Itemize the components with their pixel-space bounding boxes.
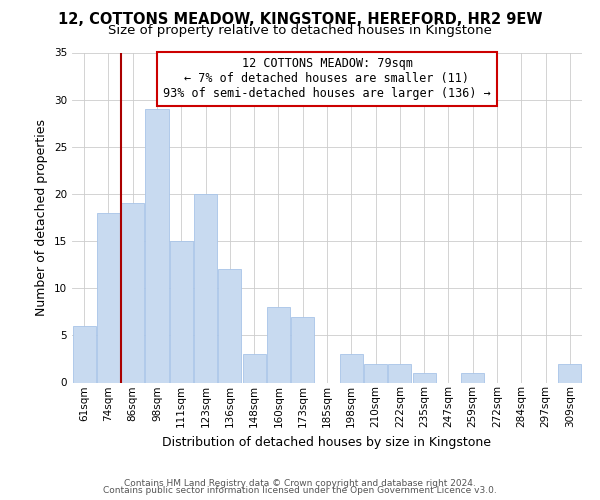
Bar	[242, 354, 266, 382]
Bar	[461, 373, 484, 382]
Bar	[413, 373, 436, 382]
Bar	[194, 194, 217, 382]
Bar	[218, 270, 241, 382]
Text: 12, COTTONS MEADOW, KINGSTONE, HEREFORD, HR2 9EW: 12, COTTONS MEADOW, KINGSTONE, HEREFORD,…	[58, 12, 542, 28]
Text: 12 COTTONS MEADOW: 79sqm
← 7% of detached houses are smaller (11)
93% of semi-de: 12 COTTONS MEADOW: 79sqm ← 7% of detache…	[163, 58, 491, 100]
Bar	[121, 204, 144, 382]
Bar	[559, 364, 581, 382]
Bar	[170, 241, 193, 382]
X-axis label: Distribution of detached houses by size in Kingstone: Distribution of detached houses by size …	[163, 436, 491, 448]
Y-axis label: Number of detached properties: Number of detached properties	[35, 119, 49, 316]
Bar	[267, 307, 290, 382]
Bar	[145, 109, 169, 382]
Bar	[73, 326, 95, 382]
Bar	[340, 354, 363, 382]
Text: Size of property relative to detached houses in Kingstone: Size of property relative to detached ho…	[108, 24, 492, 37]
Text: Contains HM Land Registry data © Crown copyright and database right 2024.: Contains HM Land Registry data © Crown c…	[124, 478, 476, 488]
Bar	[291, 316, 314, 382]
Bar	[97, 213, 120, 382]
Text: Contains public sector information licensed under the Open Government Licence v3: Contains public sector information licen…	[103, 486, 497, 495]
Bar	[388, 364, 412, 382]
Bar	[364, 364, 387, 382]
